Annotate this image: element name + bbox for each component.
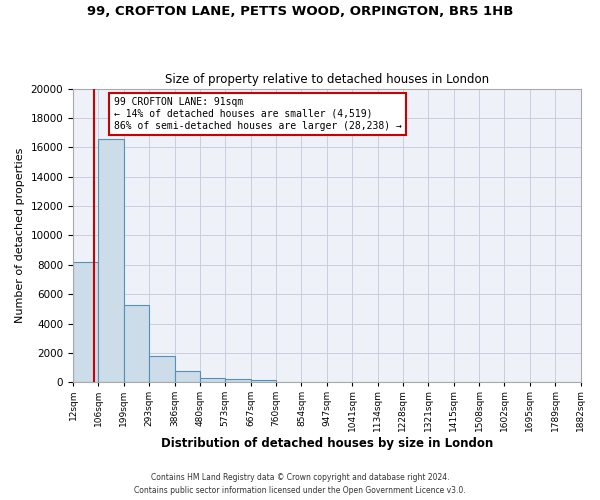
Text: 99, CROFTON LANE, PETTS WOOD, ORPINGTON, BR5 1HB: 99, CROFTON LANE, PETTS WOOD, ORPINGTON,… xyxy=(87,5,513,18)
Text: Contains HM Land Registry data © Crown copyright and database right 2024.
Contai: Contains HM Land Registry data © Crown c… xyxy=(134,474,466,495)
X-axis label: Distribution of detached houses by size in London: Distribution of detached houses by size … xyxy=(161,437,493,450)
Bar xyxy=(149,356,175,382)
Bar xyxy=(124,304,149,382)
Bar xyxy=(251,380,276,382)
Bar xyxy=(98,138,124,382)
Bar xyxy=(225,380,251,382)
Bar xyxy=(175,372,200,382)
Bar xyxy=(200,378,225,382)
Title: Size of property relative to detached houses in London: Size of property relative to detached ho… xyxy=(165,73,489,86)
Text: 99 CROFTON LANE: 91sqm
← 14% of detached houses are smaller (4,519)
86% of semi-: 99 CROFTON LANE: 91sqm ← 14% of detached… xyxy=(113,98,401,130)
Y-axis label: Number of detached properties: Number of detached properties xyxy=(15,148,25,323)
Bar xyxy=(73,262,98,382)
